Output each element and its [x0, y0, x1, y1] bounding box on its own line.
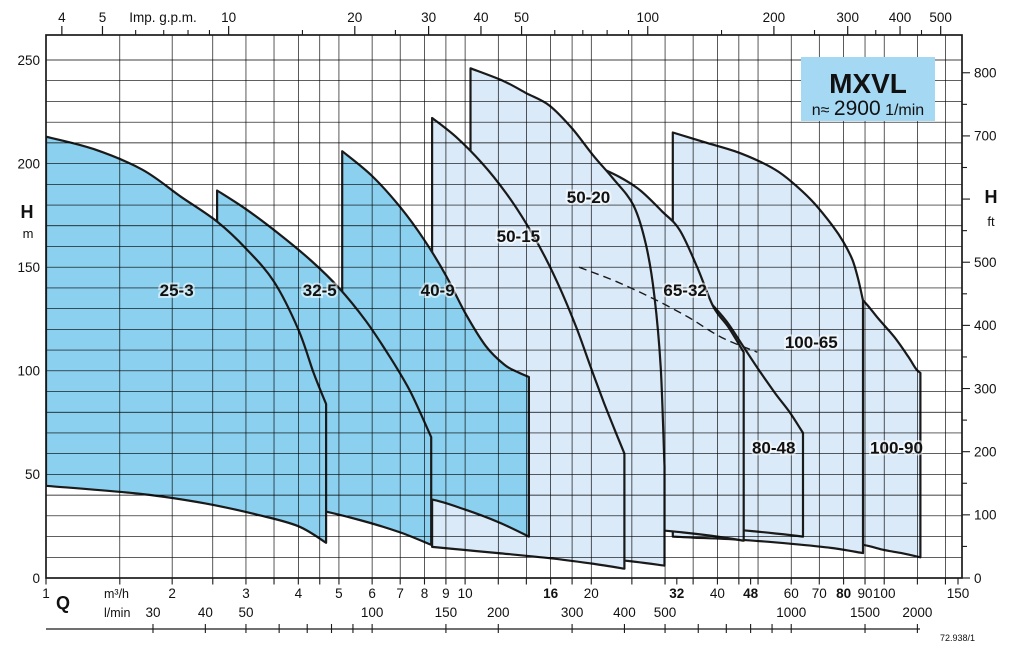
axis-left-H: H	[21, 202, 34, 222]
svg-text:50: 50	[25, 467, 40, 482]
svg-text:300: 300	[836, 10, 859, 25]
svg-text:10: 10	[221, 10, 236, 25]
pump-fields	[46, 67, 922, 570]
svg-text:90: 90	[858, 586, 873, 601]
svg-text:6: 6	[368, 586, 376, 601]
svg-text:400: 400	[613, 605, 636, 620]
svg-text:20: 20	[584, 586, 599, 601]
svg-text:32: 32	[669, 586, 684, 601]
svg-text:0: 0	[974, 571, 982, 586]
axis-q-label: Q	[56, 593, 70, 613]
svg-text:100: 100	[873, 586, 896, 601]
svg-text:800: 800	[974, 66, 997, 81]
svg-text:7: 7	[396, 586, 404, 601]
svg-text:200: 200	[974, 444, 997, 459]
axis-m3h-unit: m³/h	[104, 587, 129, 601]
grid-lines	[46, 35, 962, 578]
axis-left-m: 0 50 100 150 200 250 Hm	[17, 53, 40, 586]
axis-lmin-unit: l/min	[104, 606, 130, 620]
axis-bottom-lmin: 30 40 50 100 150 200 300 400 500 1000 1500 2000 l/mi…	[46, 605, 932, 633]
field-label-80-48: 80-48	[752, 438, 795, 457]
svg-text:500: 500	[974, 255, 997, 270]
svg-text:400: 400	[889, 10, 912, 25]
axis-right-ft: 0 100 200 300 400 500 700 800 Hft	[962, 66, 998, 586]
svg-text:500: 500	[929, 10, 952, 25]
field-label-40-9: 40-9	[421, 281, 455, 300]
svg-text:100: 100	[17, 364, 40, 379]
svg-text:5: 5	[335, 586, 343, 601]
svg-text:60: 60	[784, 586, 799, 601]
svg-text:40: 40	[473, 10, 488, 25]
svg-text:40: 40	[710, 586, 725, 601]
svg-text:400: 400	[974, 318, 997, 333]
svg-text:150: 150	[947, 586, 970, 601]
svg-text:3: 3	[242, 586, 250, 601]
svg-text:48: 48	[743, 586, 759, 601]
drawing-number: 72.938/1	[940, 633, 975, 643]
svg-text:5: 5	[99, 10, 107, 25]
svg-text:1: 1	[42, 586, 50, 601]
field-label-100-90: 100-90	[870, 438, 923, 457]
svg-text:300: 300	[974, 381, 997, 396]
svg-text:700: 700	[974, 129, 997, 144]
svg-text:200: 200	[17, 156, 40, 171]
svg-text:16: 16	[543, 586, 559, 601]
series-speed: n≈ 2900 1/min	[812, 97, 924, 120]
svg-text:80: 80	[836, 586, 851, 601]
svg-text:30: 30	[421, 10, 436, 25]
svg-text:2000: 2000	[902, 605, 932, 620]
dashed-boundary-line	[578, 266, 758, 353]
axis-top-imp-gpm: 4 5 10 20 30 40 50 100 200 300 400 500 Imp. g.p.m.	[58, 10, 952, 35]
svg-text:200: 200	[763, 10, 786, 25]
axis-bottom-m3h: 1 2 3 4 5 6 7 8 9 10 16 20 32 40 48 60 70 80 90 100 150 Q m³/h	[42, 578, 969, 613]
svg-text:200: 200	[487, 605, 510, 620]
svg-text:100: 100	[636, 10, 659, 25]
svg-text:2: 2	[168, 586, 176, 601]
svg-text:70: 70	[812, 586, 827, 601]
svg-text:8: 8	[421, 586, 429, 601]
axis-left-unit: m	[23, 226, 34, 241]
svg-text:1500: 1500	[850, 605, 880, 620]
svg-text:500: 500	[654, 605, 677, 620]
plot-frame	[45, 34, 963, 579]
svg-text:300: 300	[561, 605, 584, 620]
axis-top-unit: Imp. g.p.m.	[129, 10, 197, 25]
svg-text:50: 50	[238, 605, 253, 620]
field-label-32-5: 32-5	[303, 281, 337, 300]
svg-text:100: 100	[974, 508, 997, 523]
svg-text:0: 0	[32, 571, 40, 586]
svg-text:50: 50	[514, 10, 529, 25]
svg-text:150: 150	[17, 260, 40, 275]
svg-text:150: 150	[435, 605, 458, 620]
svg-text:1000: 1000	[776, 605, 806, 620]
field-label-50-15: 50-15	[497, 227, 540, 246]
svg-text:250: 250	[17, 53, 40, 68]
field-label-25-3: 25-3	[160, 281, 194, 300]
svg-text:10: 10	[458, 586, 473, 601]
axis-right-H: H	[985, 187, 998, 207]
svg-text:20: 20	[347, 10, 362, 25]
axis-right-unit: ft	[987, 214, 995, 229]
svg-text:9: 9	[442, 586, 450, 601]
field-label-50-20: 50-20	[567, 188, 610, 207]
field-25-3[interactable]	[46, 135, 328, 544]
field-label-100-65: 100-65	[785, 333, 838, 352]
svg-text:100: 100	[361, 605, 384, 620]
series-title: MXVL	[829, 68, 907, 99]
svg-text:30: 30	[145, 605, 160, 620]
svg-text:4: 4	[295, 586, 303, 601]
field-label-65-32: 65-32	[663, 281, 706, 300]
svg-text:40: 40	[198, 605, 213, 620]
svg-text:4: 4	[58, 10, 66, 25]
